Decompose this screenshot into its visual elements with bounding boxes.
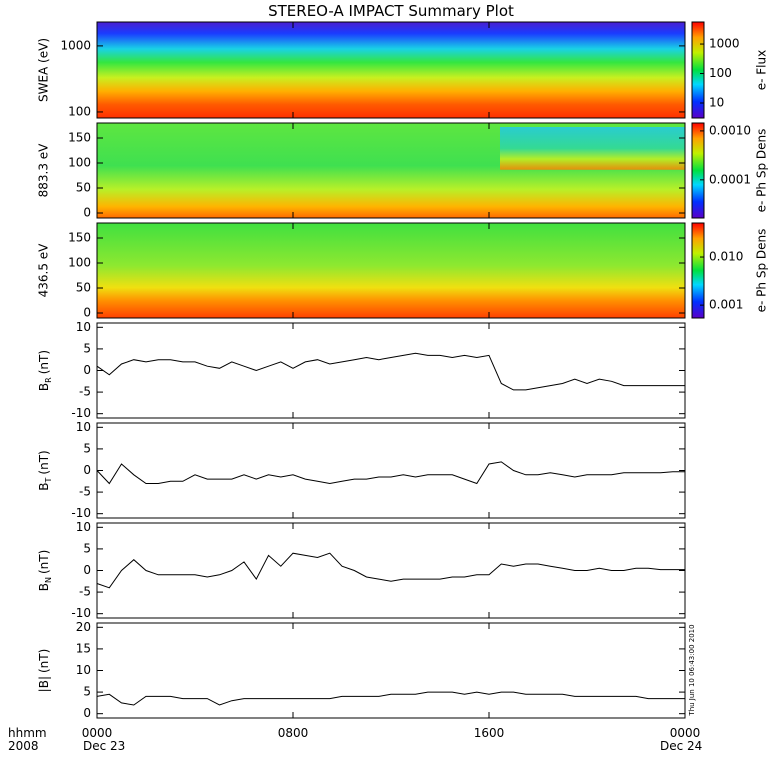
y-tick-label: 5 — [83, 341, 91, 355]
colorbar-tick-label: 0.0010 — [709, 123, 751, 137]
colorbar — [691, 21, 705, 119]
y-tick-label: 0 — [83, 363, 91, 377]
spectrogram — [97, 22, 685, 118]
colorbar — [691, 122, 705, 219]
y-tick-label: 50 — [76, 281, 91, 295]
x-row1-label: hhmm — [8, 726, 47, 740]
end-date: Dec 24 — [660, 739, 702, 753]
panel-frame — [96, 322, 686, 419]
y-axis-label: BN (nT) — [37, 550, 53, 592]
y-tick-label: 5 — [83, 685, 91, 699]
y-axis-label: 883.3 eV — [37, 143, 51, 198]
y-tick-label: 1000 — [60, 38, 91, 52]
colorbar-tick-label: 100 — [709, 66, 732, 80]
y-tick-label: 5 — [83, 541, 91, 555]
y-tick-label: 0 — [83, 306, 91, 320]
y-label-sub: R — [44, 377, 53, 383]
panel-frame — [96, 222, 686, 319]
x-tick-label: 1600 — [474, 726, 505, 740]
y-label-unit: (nT) — [37, 550, 51, 574]
y-tick-label: 15 — [76, 641, 91, 655]
data-line — [96, 461, 685, 485]
y-label-unit: (nT) — [37, 450, 51, 474]
colorbar — [691, 222, 705, 319]
y-tick-label: 0 — [83, 563, 91, 577]
side-note: Thu Jun 10 06:43:00 2010 — [688, 624, 696, 716]
y-label-main: B — [37, 583, 51, 591]
y-tick-label: 20 — [76, 620, 91, 634]
panel-frame — [96, 422, 686, 519]
panel-frame — [96, 21, 686, 119]
y-tick-label: -5 — [79, 585, 91, 599]
data-line — [96, 691, 685, 706]
colorbar-tick-label: 0.0001 — [709, 172, 751, 186]
spectrogram — [97, 223, 685, 318]
y-tick-label: 10 — [76, 520, 91, 534]
colorbar-label: e- Flux — [755, 50, 769, 90]
y-tick-label: 0 — [83, 206, 91, 220]
y-axis-label: BT (nT) — [37, 450, 53, 490]
start-date: Dec 23 — [83, 739, 125, 753]
y-tick-label: 100 — [68, 156, 91, 170]
colorbar-tick-label: 10 — [709, 96, 724, 110]
y-tick-label: -10 — [71, 406, 91, 420]
panel-frame — [96, 122, 686, 219]
y-tick-label: 100 — [68, 256, 91, 270]
data-line — [96, 352, 685, 391]
y-tick-label: 0 — [83, 706, 91, 720]
y-label-main: |B| — [37, 676, 51, 692]
colorbar-tick-label: 0.001 — [709, 298, 743, 312]
panel-frame — [96, 522, 686, 619]
spectrogram-region — [500, 127, 685, 170]
data-line — [96, 552, 685, 589]
y-tick-label: 10 — [76, 663, 91, 677]
y-axis-label: |B| (nT) — [37, 649, 51, 693]
y-label-sub: N — [44, 577, 53, 583]
y-tick-label: 10 — [76, 320, 91, 334]
y-tick-label: -10 — [71, 506, 91, 520]
y-tick-label: 50 — [76, 181, 91, 195]
x-tick-label: 0800 — [278, 726, 309, 740]
colorbar-label: e- Ph Sp Dens — [755, 229, 769, 313]
y-axis-label: 436.5 eV — [37, 243, 51, 298]
plot-title: STEREO-A IMPACT Summary Plot — [268, 2, 514, 20]
y-tick-label: 5 — [83, 441, 91, 455]
y-tick-label: 100 — [68, 104, 91, 118]
colorbar-tick-label: 0.010 — [709, 250, 743, 264]
y-tick-label: -10 — [71, 606, 91, 620]
y-axis-label: SWEA (eV) — [37, 38, 51, 102]
y-tick-label: 0 — [83, 463, 91, 477]
y-tick-label: -5 — [79, 485, 91, 499]
colorbar-tick-label: 1000 — [709, 37, 740, 51]
y-label-unit: (nT) — [37, 649, 51, 673]
x-tick-label: 0000 — [670, 726, 701, 740]
x-row2-label: 2008 — [8, 739, 39, 753]
y-tick-label: 150 — [68, 231, 91, 245]
y-axis-label: BR (nT) — [37, 350, 53, 391]
y-label-main: B — [37, 383, 51, 391]
colorbar-label: e- Ph Sp Dens — [755, 129, 769, 213]
y-label-main: B — [37, 482, 51, 490]
y-tick-label: -5 — [79, 385, 91, 399]
y-label-sub: T — [44, 477, 53, 483]
y-label-unit: (nT) — [37, 350, 51, 374]
panel-frame — [96, 622, 686, 719]
y-tick-label: 10 — [76, 420, 91, 434]
x-tick-label: 0000 — [82, 726, 113, 740]
y-tick-label: 150 — [68, 131, 91, 145]
